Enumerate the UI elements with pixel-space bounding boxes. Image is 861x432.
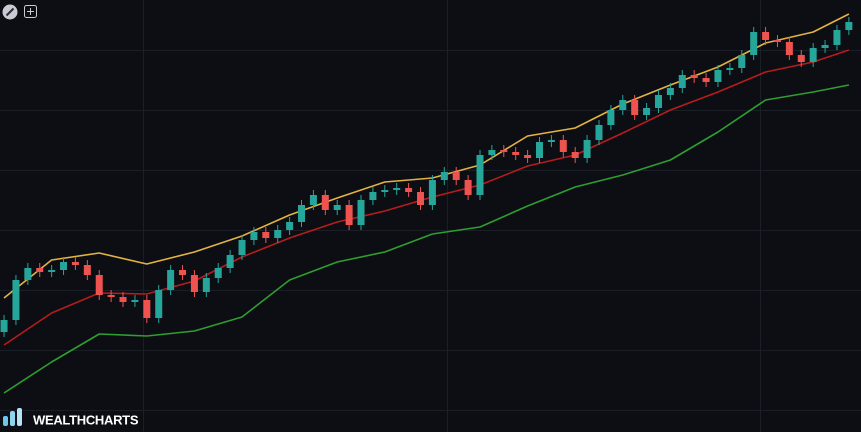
watermark: WEALTHCHARTS bbox=[33, 412, 139, 427]
candle-body bbox=[226, 255, 234, 268]
candle-body bbox=[726, 68, 734, 70]
candle-body bbox=[678, 75, 686, 88]
candle-body bbox=[547, 140, 555, 142]
candle-body bbox=[714, 70, 722, 82]
candle-body bbox=[500, 150, 508, 152]
logo-icon bbox=[3, 416, 8, 426]
candle-body bbox=[333, 205, 341, 210]
candle-body bbox=[809, 48, 817, 62]
candle-body bbox=[833, 30, 841, 45]
candle-body bbox=[107, 295, 115, 297]
candle-body bbox=[179, 270, 187, 275]
candle-body bbox=[131, 300, 139, 302]
candle-body bbox=[535, 142, 543, 158]
candle-body bbox=[24, 268, 32, 280]
candle-body bbox=[12, 280, 20, 320]
candle-body bbox=[654, 95, 662, 108]
candle-body bbox=[821, 45, 829, 48]
candle-body bbox=[286, 222, 294, 230]
candle-body bbox=[202, 278, 210, 292]
candle-body bbox=[797, 55, 805, 62]
candle-body bbox=[357, 200, 365, 225]
candle-body bbox=[0, 320, 8, 332]
candle-body bbox=[298, 205, 306, 222]
candle-body bbox=[71, 262, 79, 265]
candle-body bbox=[60, 262, 68, 270]
candle-body bbox=[48, 270, 56, 272]
candle-body bbox=[369, 192, 377, 200]
candle-body bbox=[571, 152, 579, 158]
candle-body bbox=[405, 188, 413, 192]
candle-body bbox=[476, 155, 484, 195]
candle-body bbox=[452, 172, 460, 180]
candle-body bbox=[607, 110, 615, 125]
candle-body bbox=[690, 75, 698, 78]
candle-body bbox=[274, 230, 282, 238]
candle-body bbox=[845, 22, 853, 30]
plot-area bbox=[0, 13, 853, 394]
candle-body bbox=[238, 240, 246, 255]
candle-body bbox=[643, 108, 651, 115]
candle-body bbox=[119, 297, 127, 302]
candle-body bbox=[762, 32, 770, 40]
candle-body bbox=[143, 300, 151, 318]
candle-body bbox=[583, 140, 591, 158]
candle-body bbox=[250, 232, 258, 240]
candle-body bbox=[321, 195, 329, 210]
candle-body bbox=[95, 275, 103, 295]
candle-body bbox=[619, 100, 627, 110]
candle-body bbox=[381, 190, 389, 192]
candle-body bbox=[440, 172, 448, 180]
candle-body bbox=[702, 78, 710, 82]
candle-body bbox=[309, 195, 317, 205]
candle-body bbox=[393, 188, 401, 190]
logo: WEALTHCHARTS bbox=[3, 408, 139, 427]
candle-body bbox=[428, 180, 436, 205]
candle-body bbox=[488, 150, 496, 155]
candle-body bbox=[190, 275, 198, 292]
candle-body bbox=[750, 32, 758, 55]
candle-body bbox=[631, 100, 639, 115]
moving-average-line bbox=[3, 84, 850, 394]
candle-body bbox=[214, 268, 222, 278]
candle-body bbox=[666, 88, 674, 95]
logo-icon bbox=[17, 408, 22, 426]
logo-icon bbox=[10, 411, 15, 426]
candle-body bbox=[559, 140, 567, 152]
candle-body bbox=[83, 265, 91, 275]
candle-body bbox=[785, 42, 793, 55]
candle-body bbox=[464, 180, 472, 195]
toolbar bbox=[2, 4, 37, 20]
candle-body bbox=[345, 205, 353, 225]
settings-icon bbox=[5, 7, 15, 17]
candle-body bbox=[36, 268, 44, 272]
candle-body bbox=[524, 155, 532, 158]
candle-body bbox=[262, 232, 270, 238]
candle-body bbox=[417, 192, 425, 205]
candle-body bbox=[738, 55, 746, 68]
candle-body bbox=[595, 125, 603, 140]
candle-body bbox=[773, 40, 781, 42]
add-button[interactable] bbox=[24, 5, 37, 18]
candle-body bbox=[155, 290, 163, 318]
candle-body bbox=[512, 152, 520, 155]
candle-body bbox=[167, 270, 175, 290]
